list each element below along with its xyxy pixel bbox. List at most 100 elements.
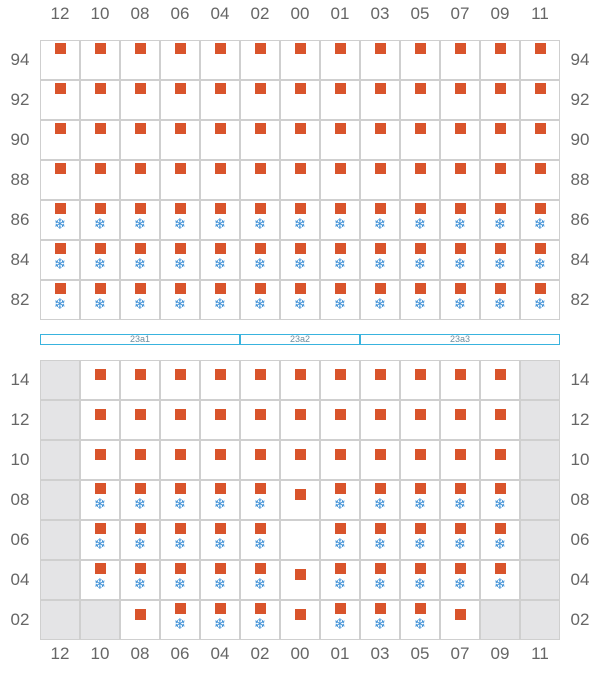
tier-label: 92 (10, 90, 30, 109)
container-square-icon (495, 163, 506, 174)
container-square-icon (55, 43, 66, 54)
blocked-slot (520, 600, 560, 640)
snowflake-icon: ❄ (413, 535, 427, 553)
tier-label: 10 (10, 450, 30, 469)
slot (360, 440, 400, 480)
container-square-icon (95, 283, 106, 294)
snowflake-icon: ❄ (53, 295, 67, 313)
slot (360, 400, 400, 440)
container-square-icon (255, 409, 266, 420)
slot: ❄ (400, 560, 440, 600)
slot (40, 120, 80, 160)
snowflake-icon: ❄ (173, 615, 187, 633)
blocked-slot (40, 600, 80, 640)
slot: ❄ (400, 520, 440, 560)
slot (320, 80, 360, 120)
blocked-slot (40, 360, 80, 400)
container-square-icon (375, 243, 386, 254)
slot (240, 360, 280, 400)
tier-label: 86 (10, 210, 30, 229)
snowflake-icon: ❄ (293, 215, 307, 233)
slot: ❄ (320, 200, 360, 240)
container-square-icon (255, 283, 266, 294)
snowflake-icon: ❄ (413, 615, 427, 633)
slot (440, 440, 480, 480)
container-square-icon (495, 243, 506, 254)
slot (240, 160, 280, 200)
slot (160, 120, 200, 160)
snowflake-icon: ❄ (373, 575, 387, 593)
snowflake-icon: ❄ (253, 615, 267, 633)
slot: ❄ (280, 200, 320, 240)
blocked-slot (40, 480, 80, 520)
snowflake-icon: ❄ (133, 495, 147, 513)
tier-label: 02 (10, 610, 30, 629)
container-square-icon (175, 203, 186, 214)
slot: ❄ (80, 200, 120, 240)
slot: ❄ (480, 280, 520, 320)
blocked-slot (520, 400, 560, 440)
container-square-icon (95, 409, 106, 420)
container-square-icon (135, 369, 146, 380)
tier-label: 82 (570, 290, 590, 309)
hatch-cover: 23a3 (360, 334, 560, 345)
slot: ❄ (360, 240, 400, 280)
tier-label: 12 (10, 410, 30, 429)
column-label: 01 (330, 644, 350, 663)
container-square-icon (295, 283, 306, 294)
snowflake-icon: ❄ (333, 535, 347, 553)
snowflake-icon: ❄ (93, 535, 107, 553)
container-square-icon (215, 483, 226, 494)
slot (40, 160, 80, 200)
slot: ❄ (240, 600, 280, 640)
slot (320, 440, 360, 480)
slot: ❄ (240, 480, 280, 520)
container-square-icon (455, 163, 466, 174)
slot: ❄ (480, 480, 520, 520)
container-square-icon (455, 43, 466, 54)
container-square-icon (175, 283, 186, 294)
slot: ❄ (160, 480, 200, 520)
container-square-icon (455, 409, 466, 420)
slot (40, 40, 80, 80)
snowflake-icon: ❄ (333, 255, 347, 273)
slot (40, 80, 80, 120)
container-square-icon (415, 123, 426, 134)
column-label: 05 (410, 4, 430, 23)
slot: ❄ (360, 560, 400, 600)
slot: ❄ (120, 240, 160, 280)
container-square-icon (175, 483, 186, 494)
slot (280, 520, 320, 560)
tier-label: 84 (10, 250, 30, 269)
slot (200, 80, 240, 120)
slot (120, 160, 160, 200)
slot (360, 120, 400, 160)
container-square-icon (295, 243, 306, 254)
container-square-icon (415, 483, 426, 494)
column-label: 06 (170, 644, 190, 663)
slot (120, 120, 160, 160)
snowflake-icon: ❄ (453, 535, 467, 553)
slot: ❄ (320, 280, 360, 320)
container-square-icon (335, 243, 346, 254)
slot: ❄ (400, 200, 440, 240)
container-square-icon (335, 563, 346, 574)
container-square-icon (375, 483, 386, 494)
slot (440, 40, 480, 80)
container-square-icon (455, 449, 466, 460)
slot (120, 600, 160, 640)
container-square-icon (375, 563, 386, 574)
slot (160, 160, 200, 200)
snowflake-icon: ❄ (253, 255, 267, 273)
blocked-slot (520, 440, 560, 480)
slot (480, 120, 520, 160)
snowflake-icon: ❄ (213, 295, 227, 313)
snowflake-icon: ❄ (413, 255, 427, 273)
container-square-icon (415, 523, 426, 534)
container-square-icon (215, 603, 226, 614)
container-square-icon (255, 163, 266, 174)
slot: ❄ (320, 520, 360, 560)
container-square-icon (375, 523, 386, 534)
slot (360, 160, 400, 200)
